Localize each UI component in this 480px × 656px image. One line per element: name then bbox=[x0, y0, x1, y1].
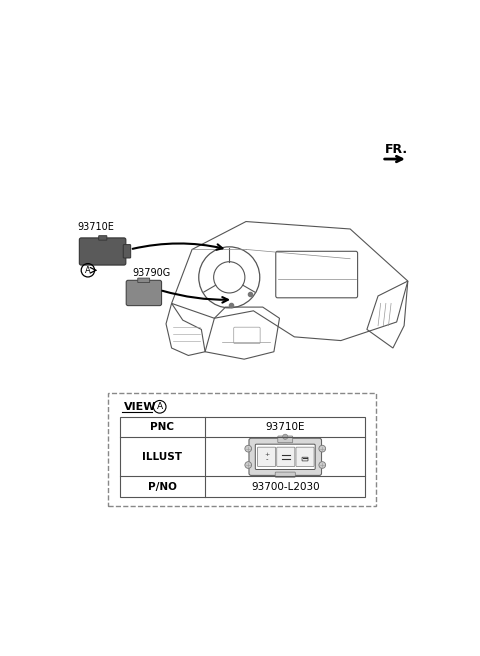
FancyBboxPatch shape bbox=[99, 236, 107, 240]
Text: 93710E: 93710E bbox=[77, 222, 114, 232]
Text: PNC: PNC bbox=[151, 422, 175, 432]
FancyBboxPatch shape bbox=[79, 238, 126, 265]
Text: 93700-L2030: 93700-L2030 bbox=[251, 482, 320, 491]
Circle shape bbox=[245, 462, 252, 468]
Text: A: A bbox=[85, 266, 91, 275]
FancyBboxPatch shape bbox=[277, 447, 295, 466]
Text: 93790G: 93790G bbox=[132, 268, 170, 277]
FancyBboxPatch shape bbox=[275, 472, 295, 478]
Text: ILLUST: ILLUST bbox=[143, 452, 182, 462]
Circle shape bbox=[319, 445, 325, 452]
FancyBboxPatch shape bbox=[255, 444, 315, 470]
FancyBboxPatch shape bbox=[258, 447, 276, 466]
Text: P/NO: P/NO bbox=[148, 482, 177, 491]
Text: 93710E: 93710E bbox=[265, 422, 305, 432]
Circle shape bbox=[283, 434, 288, 440]
Text: A: A bbox=[156, 402, 163, 411]
Text: FR.: FR. bbox=[385, 143, 408, 155]
FancyBboxPatch shape bbox=[249, 438, 322, 476]
FancyBboxPatch shape bbox=[123, 245, 131, 258]
Circle shape bbox=[319, 462, 325, 468]
Text: +: + bbox=[264, 452, 269, 457]
Text: VIEW: VIEW bbox=[124, 401, 156, 412]
Text: -: - bbox=[265, 457, 268, 462]
FancyBboxPatch shape bbox=[138, 278, 150, 283]
FancyBboxPatch shape bbox=[126, 280, 162, 306]
FancyBboxPatch shape bbox=[296, 447, 314, 466]
FancyBboxPatch shape bbox=[278, 436, 293, 443]
Circle shape bbox=[245, 445, 252, 452]
